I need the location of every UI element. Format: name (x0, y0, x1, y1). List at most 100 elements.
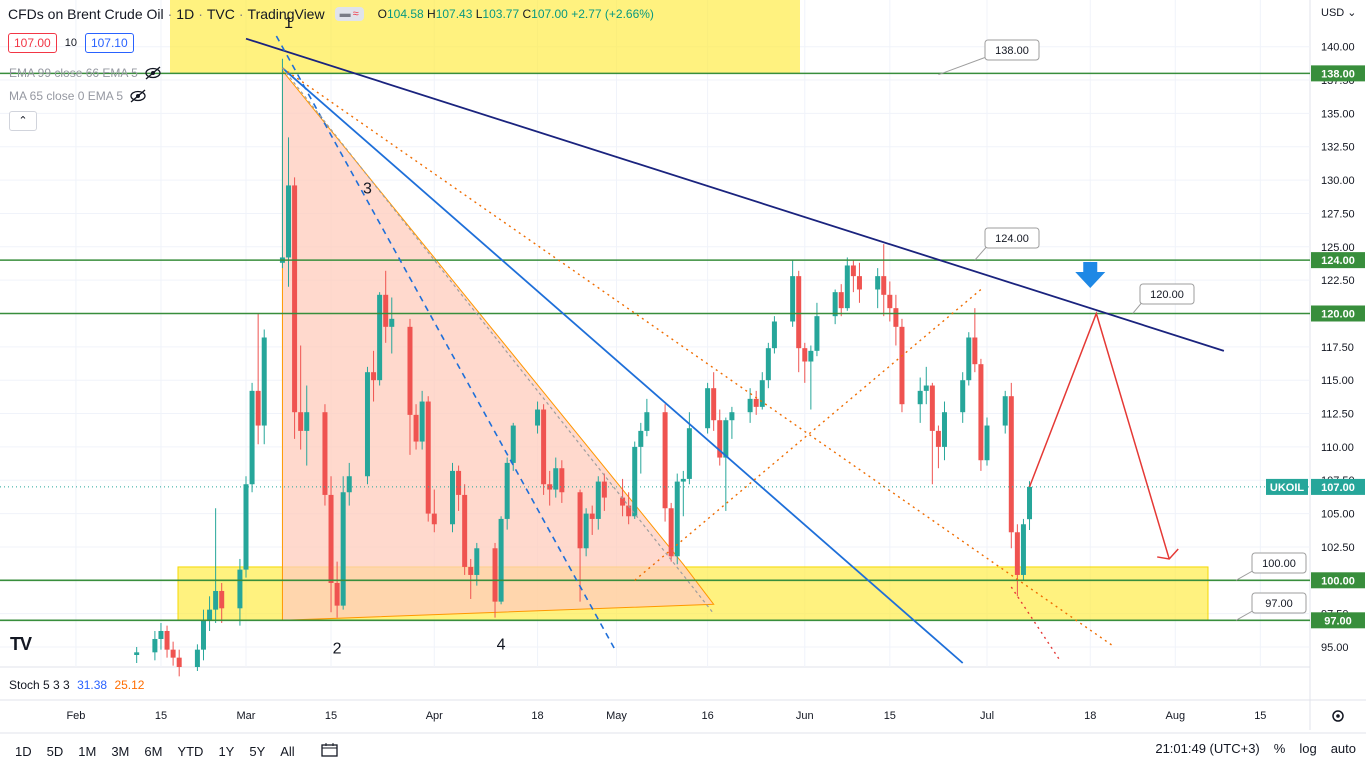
candle (134, 652, 140, 655)
dashed-channel-line[interactable] (275, 35, 618, 653)
stoch-label: Stoch 5 3 3 (9, 678, 70, 692)
level-callout[interactable] (1251, 592, 1307, 614)
candle (620, 497, 626, 506)
candle (844, 265, 850, 309)
candle (407, 326, 413, 415)
candle (893, 308, 899, 327)
candle (207, 609, 213, 621)
candle (450, 470, 456, 525)
candle (456, 470, 462, 495)
candle (644, 412, 650, 431)
candle (790, 276, 796, 322)
candle (771, 321, 777, 349)
candle (717, 420, 723, 458)
price-tick-label: 112.50 (1321, 409, 1354, 421)
tradingview-logo[interactable]: TV (10, 634, 32, 654)
downtrend-line[interactable] (245, 37, 1225, 352)
price-tick-label: 135.00 (1321, 108, 1355, 120)
candle (674, 481, 680, 557)
candle (856, 276, 862, 290)
eye-hidden-icon[interactable] (144, 66, 162, 80)
candle (802, 348, 808, 362)
candle (334, 582, 340, 606)
level-callout[interactable] (984, 39, 1040, 61)
candle (553, 468, 559, 490)
timeframe-1m[interactable]: 1M (78, 743, 97, 759)
settings-gear-icon[interactable] (1332, 710, 1344, 722)
time-axis[interactable]: Feb 15 Mar 15 Apr 18 May 16 Jun 15 Jul 18 Aug 15 (66, 710, 1344, 722)
candle (389, 318, 395, 327)
timeframe-5d[interactable]: 5D (46, 743, 64, 759)
timeframe-3m[interactable]: 3M (111, 743, 130, 759)
level-price-label: 124.00 (1321, 255, 1355, 267)
drawings-layer: 138.00 124.00 120.00 100.00 97.00 1 2 3 4 UKOIL (0, 15, 1310, 664)
candle (213, 590, 219, 610)
collapse-legend-button[interactable]: ⌃ (9, 111, 37, 131)
timeframe-5y[interactable]: 5Y (249, 743, 266, 759)
candle (978, 364, 984, 461)
time-tick-label: Mar (237, 710, 256, 722)
symbol-name[interactable]: CFDs on Brent Crude Oil (8, 6, 164, 22)
candle (887, 294, 893, 309)
candle (371, 372, 377, 381)
time-tick-label: 18 (531, 710, 543, 722)
open-value: 104.58 (386, 7, 424, 21)
indicator-ma[interactable]: MA 65 close 0 EMA 5 (9, 89, 147, 103)
candle (377, 294, 383, 381)
timeframe-6m[interactable]: 6M (144, 743, 163, 759)
calendar-range-icon[interactable] (321, 742, 339, 760)
level-callout[interactable] (984, 227, 1040, 249)
eye-hidden-icon[interactable] (129, 89, 147, 103)
candle (923, 385, 929, 391)
time-tick-label: 15 (884, 710, 896, 722)
candle (686, 428, 692, 479)
candle (960, 380, 966, 413)
percent-scale-toggle[interactable]: % (1273, 741, 1286, 756)
dotted-trend-line[interactable] (282, 67, 1115, 648)
candle (419, 401, 425, 442)
timeframe-1d[interactable]: 1D (15, 743, 32, 759)
timeframe-ytd[interactable]: YTD (177, 743, 204, 759)
candle (662, 412, 668, 509)
pitch-line[interactable] (281, 67, 715, 615)
level-callout[interactable] (1251, 552, 1307, 574)
currency-label[interactable]: USD ⌄ (1321, 7, 1357, 19)
candle (164, 630, 170, 650)
channel-line[interactable] (281, 67, 964, 664)
price-axis[interactable]: 140.00137.50135.00132.50130.00127.50125.… (1311, 7, 1365, 654)
wave-label-2: 2 (333, 641, 342, 658)
candle (899, 326, 905, 405)
chart-style-toggle[interactable]: ▬ ≈ (334, 7, 364, 21)
chart-header: CFDs on Brent Crude Oil · 1D · TVC · Tra… (8, 6, 654, 22)
interval-label[interactable]: 1D (176, 6, 195, 22)
level-callout[interactable] (1139, 283, 1195, 305)
indicator-ema[interactable]: EMA 99 close 66 EMA 5 (9, 66, 162, 80)
timeframe-all[interactable]: All (280, 743, 295, 759)
projection-path[interactable] (1028, 311, 1170, 560)
sell-price-button[interactable]: 107.00 (8, 33, 57, 53)
timeframe-1y[interactable]: 1Y (218, 743, 235, 759)
candle (431, 513, 437, 525)
candle (468, 566, 474, 575)
dotted-projection-line[interactable] (1010, 586, 1061, 661)
candle (759, 380, 765, 407)
log-scale-toggle[interactable]: log (1299, 741, 1317, 756)
candle (680, 478, 686, 482)
candle (298, 412, 304, 431)
candle (668, 508, 674, 557)
indicator-label: MA 65 close 0 EMA 5 (9, 89, 124, 103)
auto-scale-toggle[interactable]: auto (1330, 741, 1356, 756)
price-tick-label: 102.50 (1321, 542, 1355, 554)
candle (261, 337, 267, 426)
stoch-legend[interactable]: Stoch 5 3 3 31.38 25.12 (9, 678, 144, 692)
clock[interactable]: 21:01:49 (UTC+3) (1155, 741, 1260, 756)
candle (747, 398, 753, 413)
candle (711, 388, 717, 421)
candle (984, 425, 990, 461)
symbol-tag[interactable] (1266, 478, 1308, 495)
buy-price-button[interactable]: 107.10 (84, 33, 134, 53)
candle (425, 401, 431, 514)
price-tick-label: 122.50 (1321, 275, 1355, 287)
candle (850, 265, 856, 277)
